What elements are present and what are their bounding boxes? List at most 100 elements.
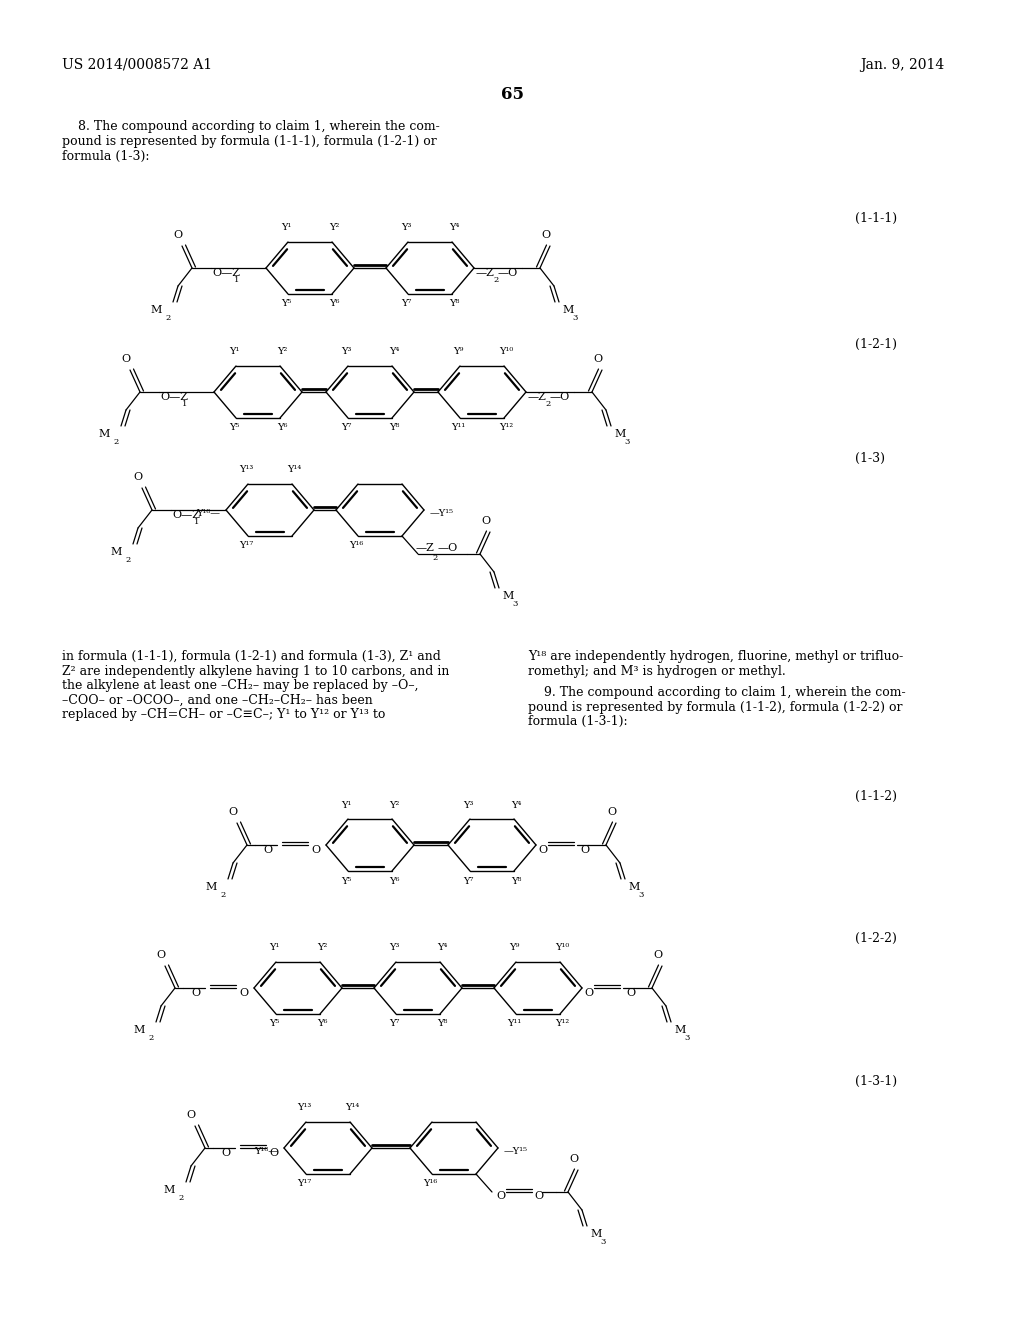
- Text: formula (1-3-1):: formula (1-3-1):: [528, 715, 628, 729]
- Text: Y¹⁸ are independently hydrogen, fluorine, methyl or trifluo-: Y¹⁸ are independently hydrogen, fluorine…: [528, 649, 903, 663]
- Text: O: O: [538, 845, 547, 855]
- Text: Y¹¹: Y¹¹: [507, 1019, 521, 1028]
- Text: Z² are independently alkylene having 1 to 10 carbons, and in: Z² are independently alkylene having 1 t…: [62, 664, 450, 677]
- Text: Y⁴: Y⁴: [389, 347, 399, 356]
- Text: —O: —O: [550, 392, 570, 403]
- Text: O: O: [228, 807, 238, 817]
- Text: Y¹⁰: Y¹⁰: [555, 944, 569, 953]
- Text: Y⁴: Y⁴: [437, 944, 447, 953]
- Text: O: O: [269, 1148, 279, 1158]
- Text: 2: 2: [165, 314, 170, 322]
- Text: M: M: [590, 1229, 601, 1239]
- Text: Y¹: Y¹: [228, 347, 240, 356]
- Text: 3: 3: [684, 1034, 689, 1041]
- Text: the alkylene at least one –CH₂– may be replaced by –O–,: the alkylene at least one –CH₂– may be r…: [62, 678, 419, 692]
- Text: O: O: [191, 987, 201, 998]
- Text: O: O: [580, 845, 589, 855]
- Text: O: O: [157, 950, 166, 960]
- Text: Y¹⁴: Y¹⁴: [287, 466, 301, 474]
- Text: Y¹⁴: Y¹⁴: [345, 1104, 359, 1113]
- Text: 8. The compound according to claim 1, wherein the com-: 8. The compound according to claim 1, wh…: [62, 120, 439, 133]
- Text: Y⁸: Y⁸: [389, 424, 399, 433]
- Text: Y⁹: Y⁹: [509, 944, 519, 953]
- Text: Y¹²: Y¹²: [555, 1019, 569, 1028]
- Text: O: O: [133, 473, 142, 482]
- Text: —Y¹⁵: —Y¹⁵: [430, 510, 454, 519]
- Text: O: O: [240, 987, 249, 998]
- Text: 2: 2: [178, 1195, 183, 1203]
- Text: M: M: [163, 1185, 175, 1195]
- Text: —O: —O: [498, 268, 518, 279]
- Text: Y³: Y³: [400, 223, 412, 232]
- Text: O—Z: O—Z: [160, 392, 187, 403]
- Text: —O: —O: [438, 543, 459, 553]
- Text: O: O: [569, 1154, 579, 1164]
- Text: Y¹: Y¹: [281, 223, 291, 232]
- Text: M: M: [133, 1026, 144, 1035]
- Text: O: O: [263, 845, 272, 855]
- Text: 2: 2: [432, 554, 437, 562]
- Text: M: M: [98, 429, 110, 440]
- Text: Y⁶: Y⁶: [316, 1019, 328, 1028]
- Text: O: O: [584, 987, 593, 998]
- Text: Y¹⁸—: Y¹⁸—: [254, 1147, 278, 1156]
- Text: O: O: [496, 1191, 505, 1201]
- Text: Y¹³: Y¹³: [239, 466, 253, 474]
- Text: O: O: [311, 845, 321, 855]
- Text: Y¹⁶: Y¹⁶: [423, 1180, 437, 1188]
- Text: M: M: [111, 546, 122, 557]
- Text: –COO– or –OCOO–, and one –CH₂–CH₂– has been: –COO– or –OCOO–, and one –CH₂–CH₂– has b…: [62, 693, 373, 706]
- Text: Y⁴: Y⁴: [449, 223, 459, 232]
- Text: Y³: Y³: [389, 944, 399, 953]
- Text: 2: 2: [220, 891, 225, 899]
- Text: 1: 1: [234, 276, 240, 284]
- Text: (1-1-1): (1-1-1): [855, 213, 897, 224]
- Text: M: M: [206, 882, 217, 892]
- Text: —Y¹⁵: —Y¹⁵: [504, 1147, 528, 1156]
- Text: 2: 2: [113, 438, 118, 446]
- Text: Y⁶: Y⁶: [276, 424, 288, 433]
- Text: M: M: [614, 429, 626, 440]
- Text: Y⁶: Y⁶: [389, 876, 399, 886]
- Text: Y⁷: Y⁷: [341, 424, 351, 433]
- Text: (1-1-2): (1-1-2): [855, 789, 897, 803]
- Text: Y¹³: Y¹³: [297, 1104, 311, 1113]
- Text: O: O: [653, 950, 663, 960]
- Text: 3: 3: [600, 1238, 605, 1246]
- Text: 2: 2: [493, 276, 499, 284]
- Text: Y¹: Y¹: [341, 800, 351, 809]
- Text: Y¹¹: Y¹¹: [451, 424, 465, 433]
- Text: Y¹⁸—: Y¹⁸—: [196, 510, 220, 519]
- Text: O: O: [626, 987, 635, 998]
- Text: Y⁷: Y⁷: [400, 300, 412, 309]
- Text: —Z: —Z: [416, 543, 435, 553]
- Text: M: M: [562, 305, 573, 315]
- Text: Y³: Y³: [463, 800, 473, 809]
- Text: pound is represented by formula (1-1-1), formula (1-2-1) or: pound is represented by formula (1-1-1),…: [62, 135, 437, 148]
- Text: US 2014/0008572 A1: US 2014/0008572 A1: [62, 58, 212, 73]
- Text: Y⁵: Y⁵: [281, 300, 291, 309]
- Text: Y⁵: Y⁵: [228, 424, 240, 433]
- Text: Y⁸: Y⁸: [437, 1019, 447, 1028]
- Text: Y⁸: Y⁸: [511, 876, 521, 886]
- Text: in formula (1-1-1), formula (1-2-1) and formula (1-3), Z¹ and: in formula (1-1-1), formula (1-2-1) and …: [62, 649, 441, 663]
- Text: M: M: [674, 1026, 685, 1035]
- Text: replaced by –CH=CH– or –C≡C–; Y¹ to Y¹² or Y¹³ to: replaced by –CH=CH– or –C≡C–; Y¹ to Y¹² …: [62, 708, 385, 721]
- Text: M: M: [628, 882, 639, 892]
- Text: Y⁵: Y⁵: [341, 876, 351, 886]
- Text: O: O: [221, 1148, 230, 1158]
- Text: 2: 2: [125, 556, 130, 564]
- Text: O: O: [542, 230, 551, 240]
- Text: Y²: Y²: [329, 223, 339, 232]
- Text: Y⁸: Y⁸: [449, 300, 459, 309]
- Text: —Z: —Z: [528, 392, 547, 403]
- Text: Y⁷: Y⁷: [463, 876, 473, 886]
- Text: Y⁷: Y⁷: [389, 1019, 399, 1028]
- Text: 3: 3: [512, 601, 517, 609]
- Text: O: O: [122, 354, 131, 364]
- Text: 1: 1: [182, 400, 187, 408]
- Text: O—Z: O—Z: [172, 510, 200, 520]
- Text: Y¹⁶: Y¹⁶: [349, 541, 364, 550]
- Text: M: M: [151, 305, 162, 315]
- Text: O—Z: O—Z: [212, 268, 240, 279]
